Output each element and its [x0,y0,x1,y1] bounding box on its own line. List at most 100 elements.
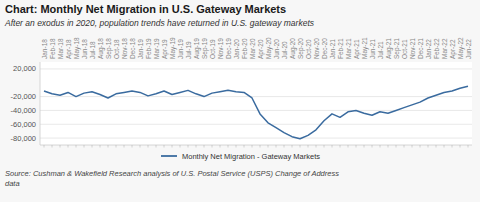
source: Source: Cushman & Wakefield Research ana… [5,169,339,188]
x-tick [364,145,365,148]
x-tick-label: Sep-20 [297,38,305,59]
x-tick-label: Sep-19 [201,38,209,59]
x-tick [444,145,445,148]
x-tick [340,145,341,148]
x-tick-label: Dec-21 [417,38,424,59]
x-tick [412,145,413,148]
x-tick [284,145,285,148]
x-tick [460,145,461,148]
x-tick [116,145,117,148]
x-tick-label: Feb-18 [49,38,56,59]
x-tick-label: Dec-20 [321,38,328,59]
x-tick-label: Feb-21 [337,38,344,59]
y-tick-label: -80,000 [11,134,36,143]
legend: Monthly Net Migration - Gateway Markets [161,152,320,161]
x-tick-label: Jun-18 [81,39,88,59]
x-tick-label: Nov-19 [217,38,224,59]
x-tick [84,145,85,148]
x-tick [324,145,325,148]
x-tick-label: Jan-18 [41,39,48,59]
x-tick-label: Apr-20 [257,39,265,59]
legend-label: Monthly Net Migration - Gateway Markets [182,152,320,161]
x-tick [428,145,429,148]
x-tick [76,145,77,148]
x-tick [108,145,109,148]
y-tick-label: -20,000 [11,92,36,101]
x-tick [452,145,453,148]
x-tick [316,145,317,148]
grid-line [40,110,472,111]
x-tick-label: Dec-19 [225,38,232,59]
x-tick [276,145,277,148]
x-tick [244,145,245,148]
x-tick-label: Aug-19 [193,38,201,59]
x-tick-label: May-18 [73,37,81,59]
plot-background [40,62,472,145]
x-tick-label: Nov-18 [121,38,128,59]
x-tick-label: Jun-22 [465,39,472,59]
x-tick-label: Jan-21 [329,39,336,59]
x-tick-label: Aug-18 [97,38,105,59]
x-tick-label: Jul-20 [281,41,288,59]
x-tick-label: Mar-22 [441,38,448,59]
x-tick-label: Mar-21 [345,38,352,59]
plot-area [44,86,468,139]
source-line: Source: Cushman & Wakefield Research ana… [5,169,339,178]
x-tick-label: May-19 [169,37,177,59]
x-tick [260,145,261,148]
x-tick-label: Apr-18 [65,39,73,59]
x-tick-label: Aug-21 [385,38,393,59]
grid-line [40,138,472,139]
x-tick [52,145,53,148]
x-tick [148,145,149,148]
x-tick-label: Jan-19 [137,39,144,59]
x-tick [172,145,173,148]
x-tick-label: Oct-20 [305,39,312,59]
x-tick-label: Mar-19 [153,38,160,59]
x-tick-label: Jun-21 [369,39,376,59]
x-tick [212,145,213,148]
y-tick-label: 20,000 [13,64,36,73]
grid-line [40,124,472,125]
x-tick-label: Sep-21 [393,38,401,59]
title: Chart: Monthly Net Migration in U.S. Gat… [5,3,286,15]
source-line: data [5,179,20,188]
x-axis-line [40,145,472,146]
x-tick [436,145,437,148]
x-tick [308,145,309,148]
x-tick [132,145,133,148]
x-tick [196,145,197,148]
x-tick-label: Nov-20 [313,38,320,59]
x-tick [300,145,301,148]
x-tick-label: Jun-20 [273,39,280,59]
x-tick-label: Oct-21 [401,39,408,59]
x-tick [268,145,269,148]
x-tick-label: Apr-21 [353,39,361,59]
x-tick [380,145,381,148]
y-tick-label: -40,000 [11,106,36,115]
x-tick-label: Jul-18 [89,41,96,59]
x-tick-label: Jun-19 [177,39,184,59]
x-tick-label: Sep-18 [105,38,113,59]
x-tick [404,145,405,148]
x-tick [228,145,229,148]
x-tick-label: Apr-22 [449,39,457,59]
chart: Chart: Monthly Net Migration in U.S. Gat… [0,0,480,202]
line [44,86,468,139]
x-tick [180,145,181,148]
x-tick-label: Feb-22 [433,38,440,59]
x-tick-label: Oct-18 [113,39,120,59]
x-tick [188,145,189,148]
x-tick [68,145,69,148]
x-tick-label: Nov-21 [409,38,416,59]
x-tick [332,145,333,148]
x-tick [164,145,165,148]
x-tick [252,145,253,148]
x-tick-label: Feb-20 [241,38,248,59]
legend-swatch [161,155,177,157]
x-tick-label: Oct-19 [209,39,216,59]
x-tick-label: May-21 [361,37,369,59]
x-tick [140,145,141,148]
x-tick [236,145,237,148]
y-axis-line [40,62,41,145]
